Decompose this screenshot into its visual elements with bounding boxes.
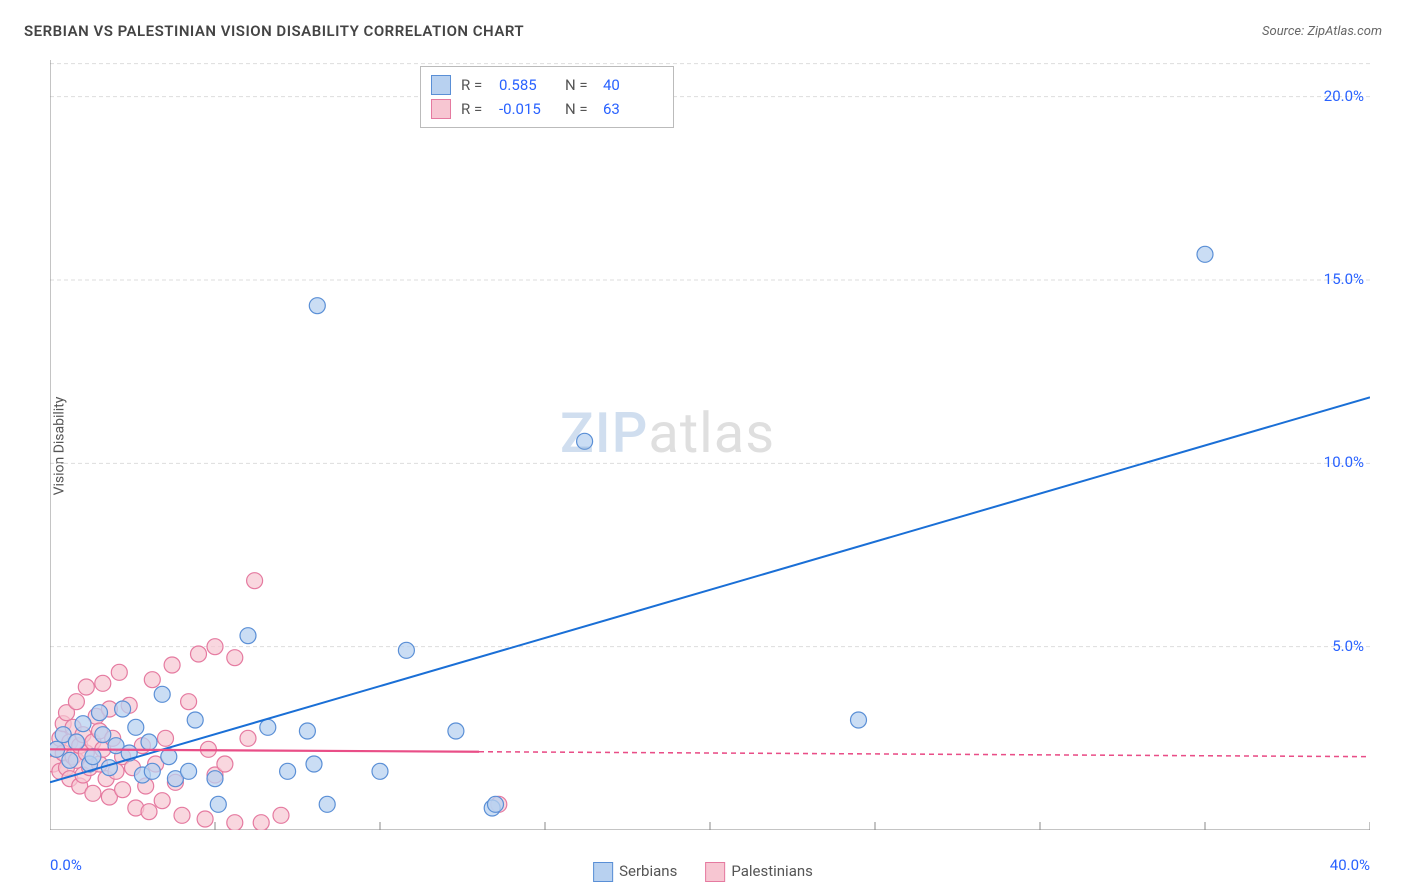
legend-r-value: 0.585 [499,73,555,97]
y-tick-label: 5.0% [1332,637,1364,655]
y-tick-label: 20.0% [1324,87,1364,105]
legend-n-value: 63 [603,97,659,121]
scatter-plot-svg [50,60,1370,830]
y-tick-label: 15.0% [1324,270,1364,288]
legend-swatch [705,862,725,882]
series-legend: Serbians Palestinians [593,862,813,882]
legend-swatch [593,862,613,882]
source-attribution: Source: ZipAtlas.com [1262,24,1382,39]
source-label: Source: [1262,24,1307,39]
legend-row: R = 0.585 N = 40 [431,73,659,97]
legend-swatch [431,75,451,95]
legend-r-label: R = [461,97,489,121]
series-name: Palestinians [731,862,813,880]
plot-area: ZIPatlas R =0.585N =40R =-0.015N =63 5.0… [50,60,1370,830]
correlation-legend: R = 0.585 N = 40 R = -0.015 N = 63 [420,66,674,128]
source-name: ZipAtlas.com [1307,24,1382,39]
series-name: Serbians [619,862,677,880]
x-axis-min: 0.0% [50,856,82,874]
legend-n-label: N = [565,73,593,97]
legend-r-value: -0.015 [499,97,555,121]
series-legend-item: Serbians [593,862,677,882]
legend-n-value: 40 [603,73,659,97]
chart-title: SERBIAN VS PALESTINIAN VISION DISABILITY… [24,22,524,40]
y-tick-label: 10.0% [1324,453,1364,471]
legend-swatch [431,99,451,119]
legend-r-label: R = [461,73,489,97]
series-legend-item: Palestinians [705,862,813,882]
x-axis-max: 40.0% [1330,856,1370,874]
legend-n-label: N = [565,97,593,121]
legend-row: R = -0.015 N = 63 [431,97,659,121]
